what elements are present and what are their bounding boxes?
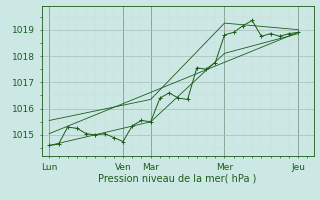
X-axis label: Pression niveau de la mer( hPa ): Pression niveau de la mer( hPa ) <box>99 173 257 183</box>
